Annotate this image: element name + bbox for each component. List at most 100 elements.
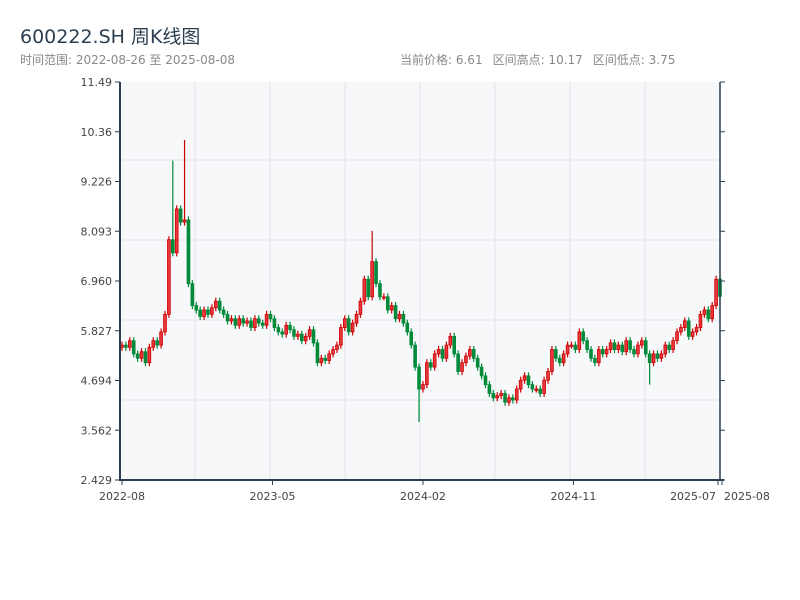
candle	[237, 315, 242, 329]
y-tick-label: 4.694	[81, 375, 113, 388]
candle	[542, 376, 546, 397]
candle-body	[339, 327, 343, 346]
candle	[241, 315, 245, 327]
candle-body	[432, 353, 437, 368]
y-tick-label: 6.960	[81, 275, 113, 288]
candle-body	[385, 296, 390, 311]
candle	[358, 297, 363, 318]
candle-body	[581, 331, 586, 342]
candle-body	[124, 344, 128, 348]
x-tick-label: 2024-02	[400, 490, 446, 503]
candle	[694, 324, 699, 336]
candle-body	[131, 340, 136, 355]
candle	[491, 389, 496, 402]
candle-body	[299, 333, 304, 342]
candle-body	[612, 342, 617, 350]
candle	[495, 392, 500, 402]
candle-body	[296, 333, 300, 337]
candle-body	[636, 344, 640, 355]
candle-body	[342, 318, 347, 328]
candle	[663, 341, 668, 358]
candle	[342, 315, 347, 332]
candle-body	[698, 313, 703, 328]
candle-body	[214, 300, 218, 309]
candle-body	[526, 375, 531, 386]
candle-body	[350, 322, 355, 333]
candle-body	[159, 331, 163, 346]
candle	[401, 310, 406, 327]
candle	[471, 345, 476, 362]
candle	[303, 332, 308, 345]
candle-body	[604, 349, 609, 355]
candle-body	[327, 353, 331, 361]
candle	[210, 304, 214, 318]
candle	[233, 315, 238, 329]
candle-body	[405, 322, 410, 333]
candle-body	[151, 340, 156, 348]
candle-body	[565, 344, 570, 355]
candle	[296, 330, 300, 340]
candle-body	[706, 309, 711, 320]
candle	[428, 359, 433, 371]
candle	[440, 345, 445, 362]
candle-body	[534, 388, 539, 391]
candle	[397, 310, 402, 323]
candle-body	[624, 340, 628, 353]
candle	[667, 341, 671, 354]
candle	[690, 328, 695, 340]
candle	[518, 376, 523, 393]
candle-body	[714, 278, 718, 306]
candle-body	[202, 309, 206, 317]
y-tick-label: 8.093	[81, 225, 113, 238]
candle	[245, 317, 249, 327]
candle-body	[620, 344, 625, 353]
candle	[706, 306, 711, 323]
candle-body	[155, 340, 159, 346]
candle-body	[585, 340, 589, 350]
candle	[698, 310, 703, 332]
candle-body	[319, 357, 324, 364]
candle-body	[456, 353, 460, 372]
candle-body	[475, 357, 480, 368]
candle	[225, 310, 230, 325]
candle	[268, 310, 273, 323]
candle	[608, 339, 613, 354]
candle-body	[479, 366, 484, 377]
x-tick-label: 2023-05	[249, 490, 295, 503]
candle-body	[632, 349, 636, 355]
candle-body	[640, 340, 644, 346]
price-stats: 当前价格: 6.61 区间高点: 10.17 区间低点: 3.75	[400, 51, 685, 68]
candle	[604, 345, 609, 358]
candle-body	[256, 318, 261, 324]
candle-body	[511, 397, 515, 401]
candle	[679, 324, 683, 336]
candle-body	[710, 305, 714, 320]
candle	[628, 337, 632, 354]
candle	[131, 337, 136, 358]
candle-body	[417, 366, 421, 390]
candle	[264, 310, 269, 329]
date-range: 时间范围: 2022-08-26 至 2025-08-08	[20, 53, 235, 67]
candle-body	[143, 351, 148, 364]
candle	[276, 324, 281, 336]
candle-body	[483, 375, 488, 386]
candle-body	[171, 239, 175, 254]
candle-body	[366, 278, 371, 298]
candle	[569, 341, 574, 349]
candle	[147, 343, 152, 367]
candle	[487, 381, 492, 397]
candle-body	[276, 327, 281, 333]
candle	[511, 394, 515, 404]
candle	[370, 230, 374, 301]
candle	[139, 348, 144, 362]
candle	[378, 280, 382, 301]
candle-body	[217, 300, 222, 311]
current-price: 当前价格: 6.61	[400, 53, 483, 67]
candle	[479, 363, 484, 380]
candle-body	[499, 393, 503, 397]
candle-body	[307, 329, 312, 337]
candle-body	[522, 375, 527, 381]
candle	[186, 216, 191, 288]
candle	[640, 337, 644, 349]
candle	[335, 341, 339, 354]
